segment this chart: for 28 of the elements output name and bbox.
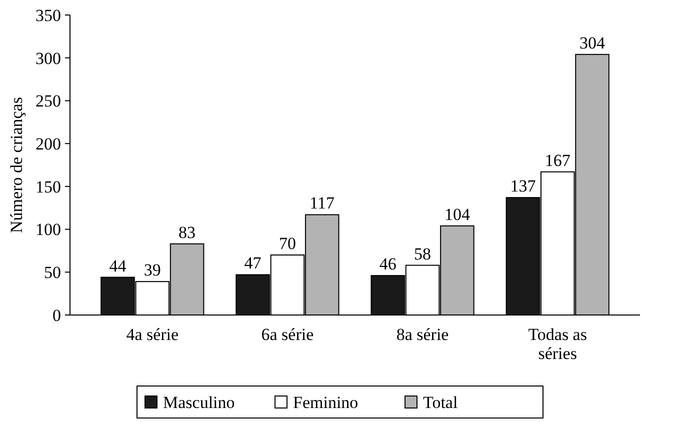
data-label: 83 <box>178 222 196 242</box>
y-tick-label: 150 <box>36 177 61 196</box>
data-label: 44 <box>109 256 127 276</box>
data-label: 104 <box>444 204 470 224</box>
data-label: 70 <box>278 234 296 253</box>
x-tick-label: 4a série <box>126 325 179 344</box>
legend-label: Total <box>423 392 458 412</box>
y-tick-label: 0 <box>52 306 61 325</box>
data-label: 167 <box>544 150 571 170</box>
y-axis-title: Número de crianças <box>7 97 26 233</box>
data-label: 304 <box>580 33 606 52</box>
y-tick-label: 100 <box>36 220 61 240</box>
y-tick-label: 250 <box>36 92 61 111</box>
y-tick-label: 350 <box>36 6 61 25</box>
data-label: 137 <box>510 176 536 196</box>
y-tick-label: 300 <box>36 48 61 68</box>
y-tick-label: 50 <box>44 263 61 282</box>
legend-label: Feminino <box>293 392 358 412</box>
data-label: 47 <box>244 254 262 273</box>
data-label: 46 <box>379 254 396 274</box>
x-tick-label: 6a série <box>261 325 314 344</box>
x-tick-label: 8a série <box>396 325 449 344</box>
y-tick-label: 200 <box>36 134 61 154</box>
data-label: 117 <box>310 194 336 213</box>
data-label: 39 <box>144 260 161 280</box>
data-label: 58 <box>414 244 432 264</box>
x-tick-label: Todas as séries <box>528 325 587 363</box>
legend-label: Masculino <box>163 392 235 412</box>
